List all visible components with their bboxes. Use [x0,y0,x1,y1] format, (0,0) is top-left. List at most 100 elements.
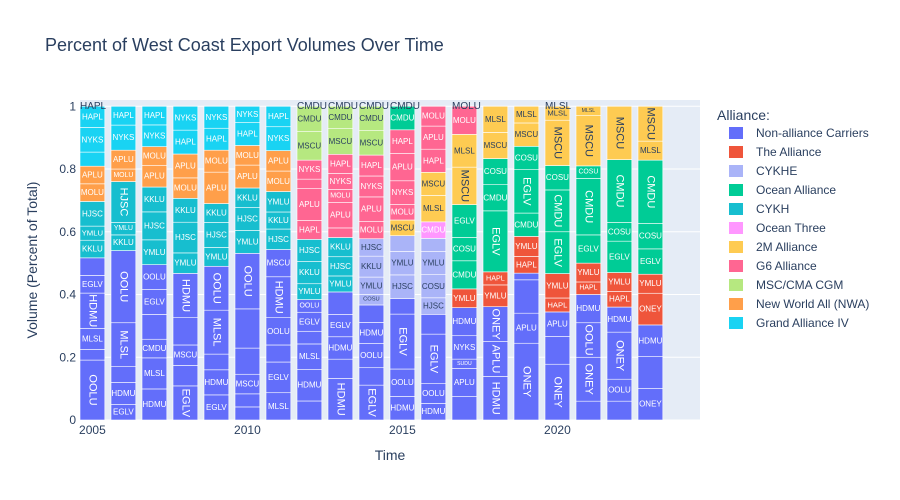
segment-label: CMDU [582,190,594,223]
bar-segment [172,105,199,131]
legend-item[interactable]: 2M Alliance [729,240,818,254]
segment-label: MSCU [644,108,656,140]
segment-label: EGLV [427,345,439,374]
legend-item[interactable]: Ocean Three [729,221,826,235]
segment-label: EGLV [206,403,227,412]
x-axis-ticks: 2005 2010 2015 2020 [79,423,571,437]
bar-segment [637,159,664,224]
bar-segment [203,222,230,248]
bar-segment [420,333,447,384]
bar-segment [265,361,292,394]
segment-label: YMLU [515,242,537,251]
segment-label: COSU [422,282,445,291]
segment-label: KKLU [113,238,134,247]
segment-label: EGLV [268,373,289,382]
segment-label: YMLU [329,279,351,288]
segment-label: YMLU [174,259,196,268]
bar-segment [575,234,602,264]
segment-label: ONEY [551,377,563,409]
segment-label: CMDU [452,270,476,279]
segment-label: MLSL [485,115,506,124]
segment-label: EGLV [609,252,630,261]
segment-label: KKLU [206,208,227,217]
bar-segment [420,238,447,252]
segment-label: HAPL [206,135,227,144]
bar-segment [358,105,385,131]
segment-label: HJSC [361,243,382,252]
segment-label: CMDU [328,113,352,122]
segment-label: MLSL [210,318,222,347]
bar-segment [637,105,664,142]
segment-label: OOLU [608,386,631,395]
segment-label: CMDU [359,114,383,123]
legend-item[interactable]: CYKHE [729,164,797,178]
segment-label: EGLV [520,177,532,206]
segment-label: NYKS [392,188,414,197]
bar-segment [606,331,633,380]
segment-label: MOLU [113,172,133,179]
bar-segment [451,307,478,337]
bar-segment [482,158,509,186]
legend-item[interactable]: MSC/CMA CGM [729,278,843,292]
segment-label: HDMU [489,382,501,415]
segment-label: HAPL [268,112,289,121]
bar-segment [172,365,199,387]
bar-segment [172,317,199,346]
segment-label: MOLU [174,184,197,193]
segment-label: APLU [113,155,134,164]
legend-items: Non-alliance Carriers The Alliance CYKHE Oc… [729,126,869,330]
segment-label: MLSL [547,109,567,118]
legend-item[interactable]: The Alliance [729,145,822,159]
segment-label: YMLU [143,248,165,257]
segment-label: HDMU [452,317,476,326]
bar-segment [389,235,416,252]
segment-label: YMLU [82,229,104,238]
bar-segment [234,105,261,123]
segment-label: NYKS [206,113,228,122]
segment-label: MLSL [640,146,661,155]
segment-label: COSU [639,232,662,241]
segment-label: OOLU [582,324,594,355]
bar-segment [544,311,571,337]
segment-label: HJSC [206,230,227,239]
segment-label: ONEY [613,340,625,372]
legend-item[interactable]: Non-alliance Carriers [729,126,869,140]
bar-segment [544,363,571,421]
segment-label: MOLU [205,157,228,166]
bar-stack: MLSL EGLV OOLU HDMU MSCU HJSC KKLU YMLU MOLU APLU… [265,105,292,421]
segment-label: COSU [546,173,569,182]
segment-label: MOLU [81,188,104,197]
segment-label: YMLU [267,197,289,206]
bar-segment [203,105,230,129]
segment-label: MLSL [144,369,165,378]
bar-segment [451,105,478,135]
segment-label: APLU [144,172,165,181]
segment-label: NYKS [454,343,476,352]
bar-segment [637,292,664,326]
bar-segment [110,366,137,383]
legend-item[interactable]: New World All (NWA) [729,297,869,311]
segment-label: MLSL [82,334,103,343]
x-tick-label: 2005 [79,423,106,437]
segment-label: MOLU [330,192,350,199]
legend-swatch [729,146,743,158]
legend-item[interactable]: CYKH [729,202,789,216]
segment-label: HAPL [609,295,630,304]
segment-label: EGLV [489,227,501,256]
segment-label: HAPL [486,274,505,282]
bar-segment [420,314,447,335]
bar-segment [203,353,230,371]
bar-segment [451,396,478,421]
legend-item[interactable]: G6 Alliance [729,259,817,273]
segment-label: HAPL [299,225,320,234]
segment-label: HDMU [359,328,383,337]
segment-label: MLSL [516,110,537,119]
segment-label: CMDU [390,114,414,123]
bar-segment [606,240,633,273]
segment-label: HJSC [299,246,320,255]
segment-label: ONEY [520,366,532,398]
legend-item[interactable]: Ocean Alliance [729,183,836,197]
bar-segment [327,202,354,229]
legend-item[interactable]: Grand Alliance IV [729,316,849,330]
legend-swatch [729,203,743,215]
